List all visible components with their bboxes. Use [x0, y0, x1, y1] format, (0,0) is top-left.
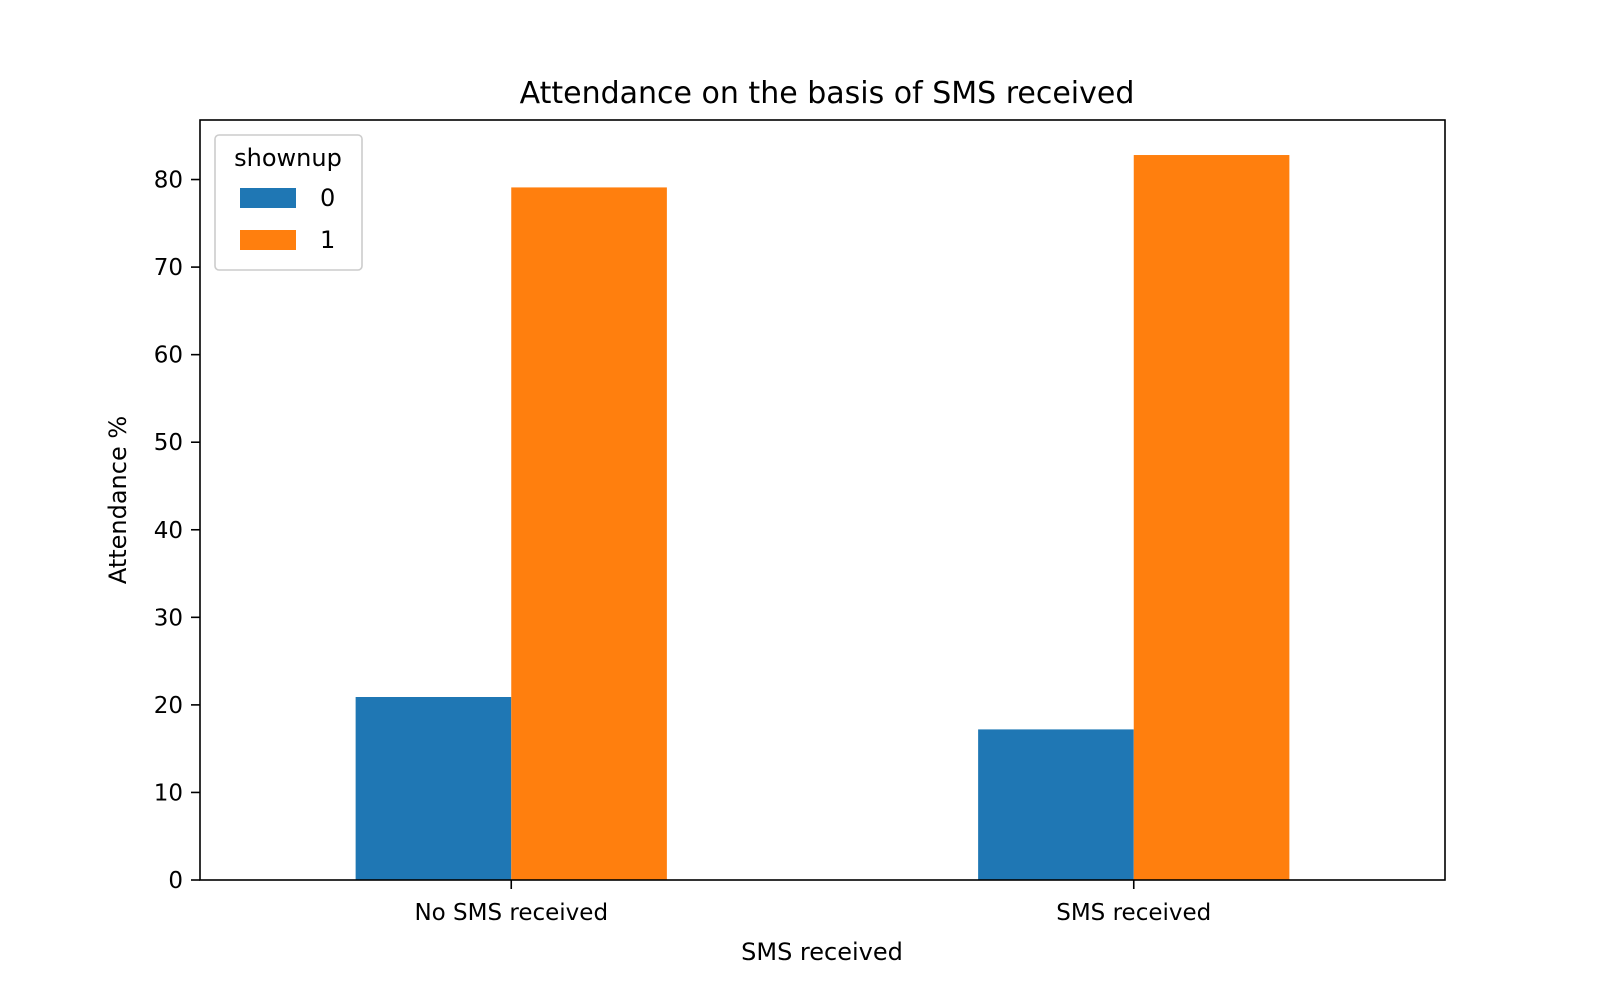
plot-frame: [199, 119, 1446, 881]
y-axis: 0 10 20 30 40 50 60 70 80: [154, 168, 200, 894]
plot-area: [355, 155, 1290, 880]
y-tick-label: 70: [154, 255, 183, 281]
legend-title: shownup: [234, 144, 342, 172]
y-tick-label: 10: [154, 780, 183, 806]
y-tick-label: 20: [154, 693, 183, 719]
y-axis-label: Attendance %: [104, 416, 132, 584]
legend-swatch-series-0: [240, 188, 296, 208]
y-tick-label: 40: [154, 518, 183, 544]
bar-no-sms-received-series-1: [511, 187, 667, 880]
y-tick-label: 50: [154, 430, 183, 456]
bar-sms-received-series-0: [978, 729, 1134, 880]
y-tick-label: 60: [154, 343, 183, 369]
y-tick-label: 0: [168, 868, 183, 894]
legend-label-series-0: 0: [320, 184, 335, 212]
legend-swatch-series-1: [240, 230, 296, 250]
legend: shownup 0 1: [214, 134, 363, 271]
x-axis-label: SMS received: [741, 938, 903, 966]
x-tick-label: SMS received: [1056, 900, 1211, 926]
x-tick-label: No SMS received: [414, 900, 608, 926]
y-tick-label: 80: [154, 168, 183, 194]
bar-no-sms-received-series-0: [355, 697, 512, 880]
chart-title: Attendance on the basis of SMS received: [520, 76, 1135, 111]
y-tick-label: 30: [154, 605, 183, 631]
x-axis: No SMS received SMS received: [414, 880, 1211, 926]
bar-sms-received-series-1: [1133, 155, 1290, 880]
legend-label-series-1: 1: [320, 226, 335, 254]
